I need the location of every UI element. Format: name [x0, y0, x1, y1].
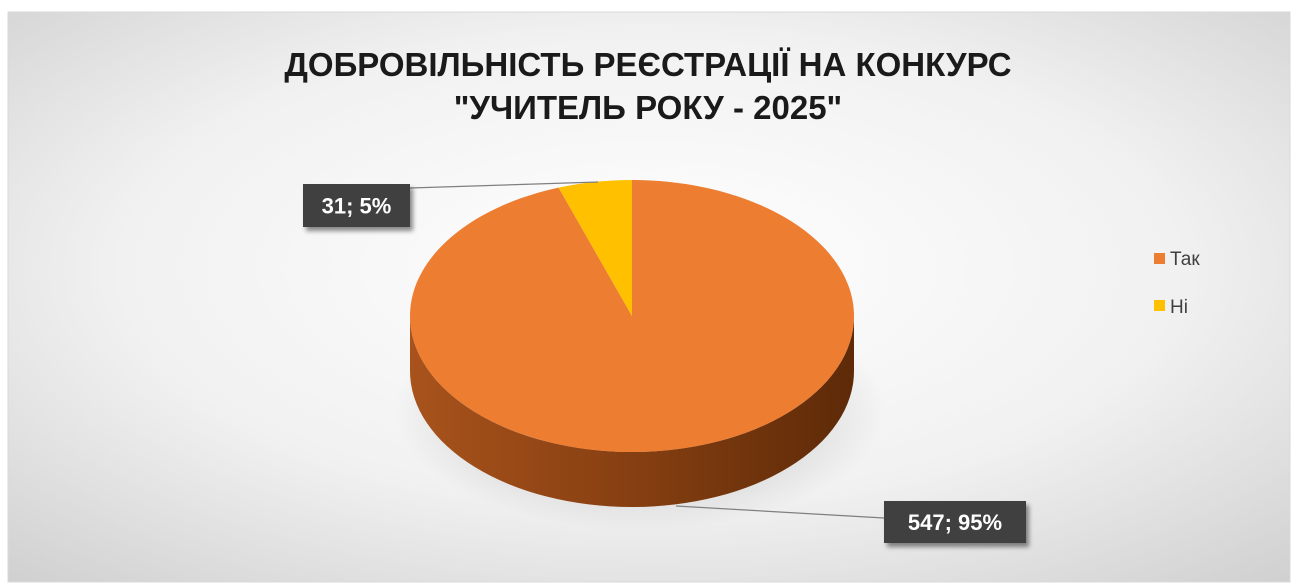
legend-label-ni: Ні	[1170, 297, 1188, 318]
legend-swatch-ni	[1154, 300, 1165, 311]
legend-swatch-tak	[1154, 253, 1165, 264]
chart-title-line-1: ДОБРОВІЛЬНІСТЬ РЕЄСТРАЦІЇ НА КОНКУРС	[284, 46, 1011, 83]
legend-label-tak: Так	[1170, 249, 1200, 270]
pie-slice-ni	[558, 180, 632, 316]
legend: Так Ні	[1154, 249, 1200, 318]
data-label-box	[303, 184, 410, 227]
data-label-tak: 547; 95%	[884, 501, 1026, 543]
data-label-text: 547; 95%	[908, 510, 1002, 535]
pie-side-wall	[410, 316, 854, 507]
leader-lines	[409, 181, 885, 519]
chart-title-line-2: "УЧИТЕЛЬ РОКУ - 2025"	[454, 89, 842, 126]
data-label-text: 31; 5%	[322, 194, 392, 219]
pie-slices	[410, 180, 854, 452]
leader-line	[675, 505, 885, 519]
data-labels: 547; 95% 31; 5%	[303, 184, 1026, 543]
leader-line	[409, 181, 599, 189]
data-label-box	[884, 501, 1026, 543]
data-label-ni: 31; 5%	[303, 184, 410, 227]
